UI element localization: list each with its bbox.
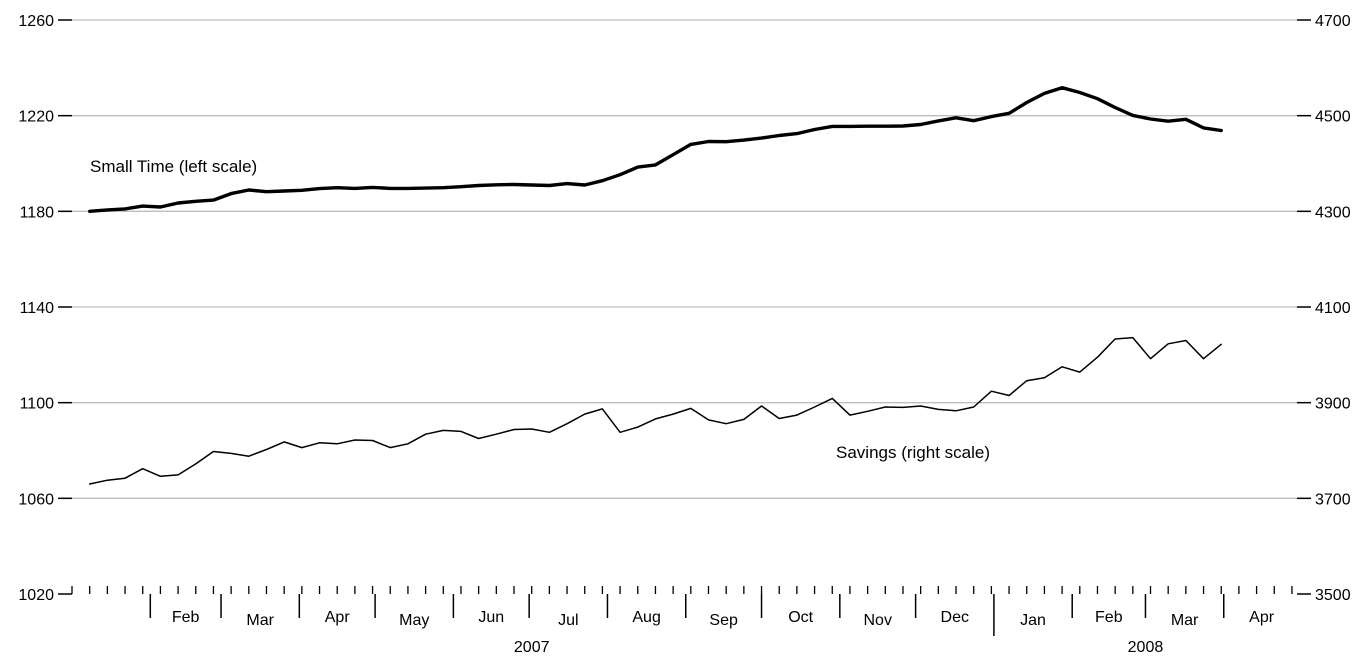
- series-label-small-time: Small Time (left scale): [90, 157, 257, 176]
- month-label: May: [399, 612, 429, 629]
- right-tick-label: 3500: [1315, 587, 1351, 604]
- month-label: Feb: [1095, 609, 1123, 626]
- month-label: Dec: [941, 609, 969, 626]
- month-label: Nov: [863, 612, 891, 629]
- gridlines: [72, 19, 1297, 499]
- left-tick-label: 1020: [18, 587, 54, 604]
- month-label: Mar: [1171, 612, 1199, 629]
- month-label: Mar: [246, 612, 274, 629]
- month-label: Aug: [632, 609, 660, 626]
- right-tick-label: 3900: [1315, 396, 1351, 413]
- year-label: 2007: [514, 639, 550, 656]
- left-y-axis: 1020 1060 1100 1140 1180 1220 1260: [18, 13, 72, 604]
- left-tick-label: 1100: [20, 396, 55, 413]
- month-label: Jun: [478, 609, 504, 626]
- left-tick-label: 1140: [20, 300, 55, 317]
- series-label-savings: Savings (right scale): [836, 443, 990, 462]
- series-line-small-time: [87, 85, 1223, 214]
- left-tick-label: 1060: [18, 491, 54, 508]
- x-axis: Feb Mar Apr May Jun Jul Aug Sep Oct Nov Dec Jan Feb M…: [71, 586, 1293, 656]
- left-tick-label: 1180: [20, 204, 55, 221]
- left-tick-label: 1260: [18, 13, 54, 30]
- right-tick-label: 4300: [1315, 204, 1351, 221]
- month-label: Jul: [558, 612, 578, 629]
- right-tick-label: 3700: [1315, 491, 1351, 508]
- month-label: Oct: [788, 609, 813, 626]
- month-label: Apr: [325, 609, 351, 626]
- month-label: Feb: [172, 609, 200, 626]
- left-tick-label: 1220: [18, 109, 54, 126]
- month-label: Jan: [1020, 612, 1046, 629]
- year-label: 2008: [1128, 639, 1164, 656]
- month-label: Sep: [709, 612, 738, 629]
- right-tick-label: 4500: [1315, 109, 1351, 126]
- series-layer: [87, 85, 1223, 485]
- series-line-savings: [88, 336, 1222, 485]
- right-tick-label: 4100: [1315, 300, 1351, 317]
- month-label: Apr: [1249, 609, 1275, 626]
- right-tick-label: 4700: [1315, 13, 1351, 30]
- right-y-axis: 3500 3700 3900 4100 4300 4500 4700: [1297, 13, 1351, 604]
